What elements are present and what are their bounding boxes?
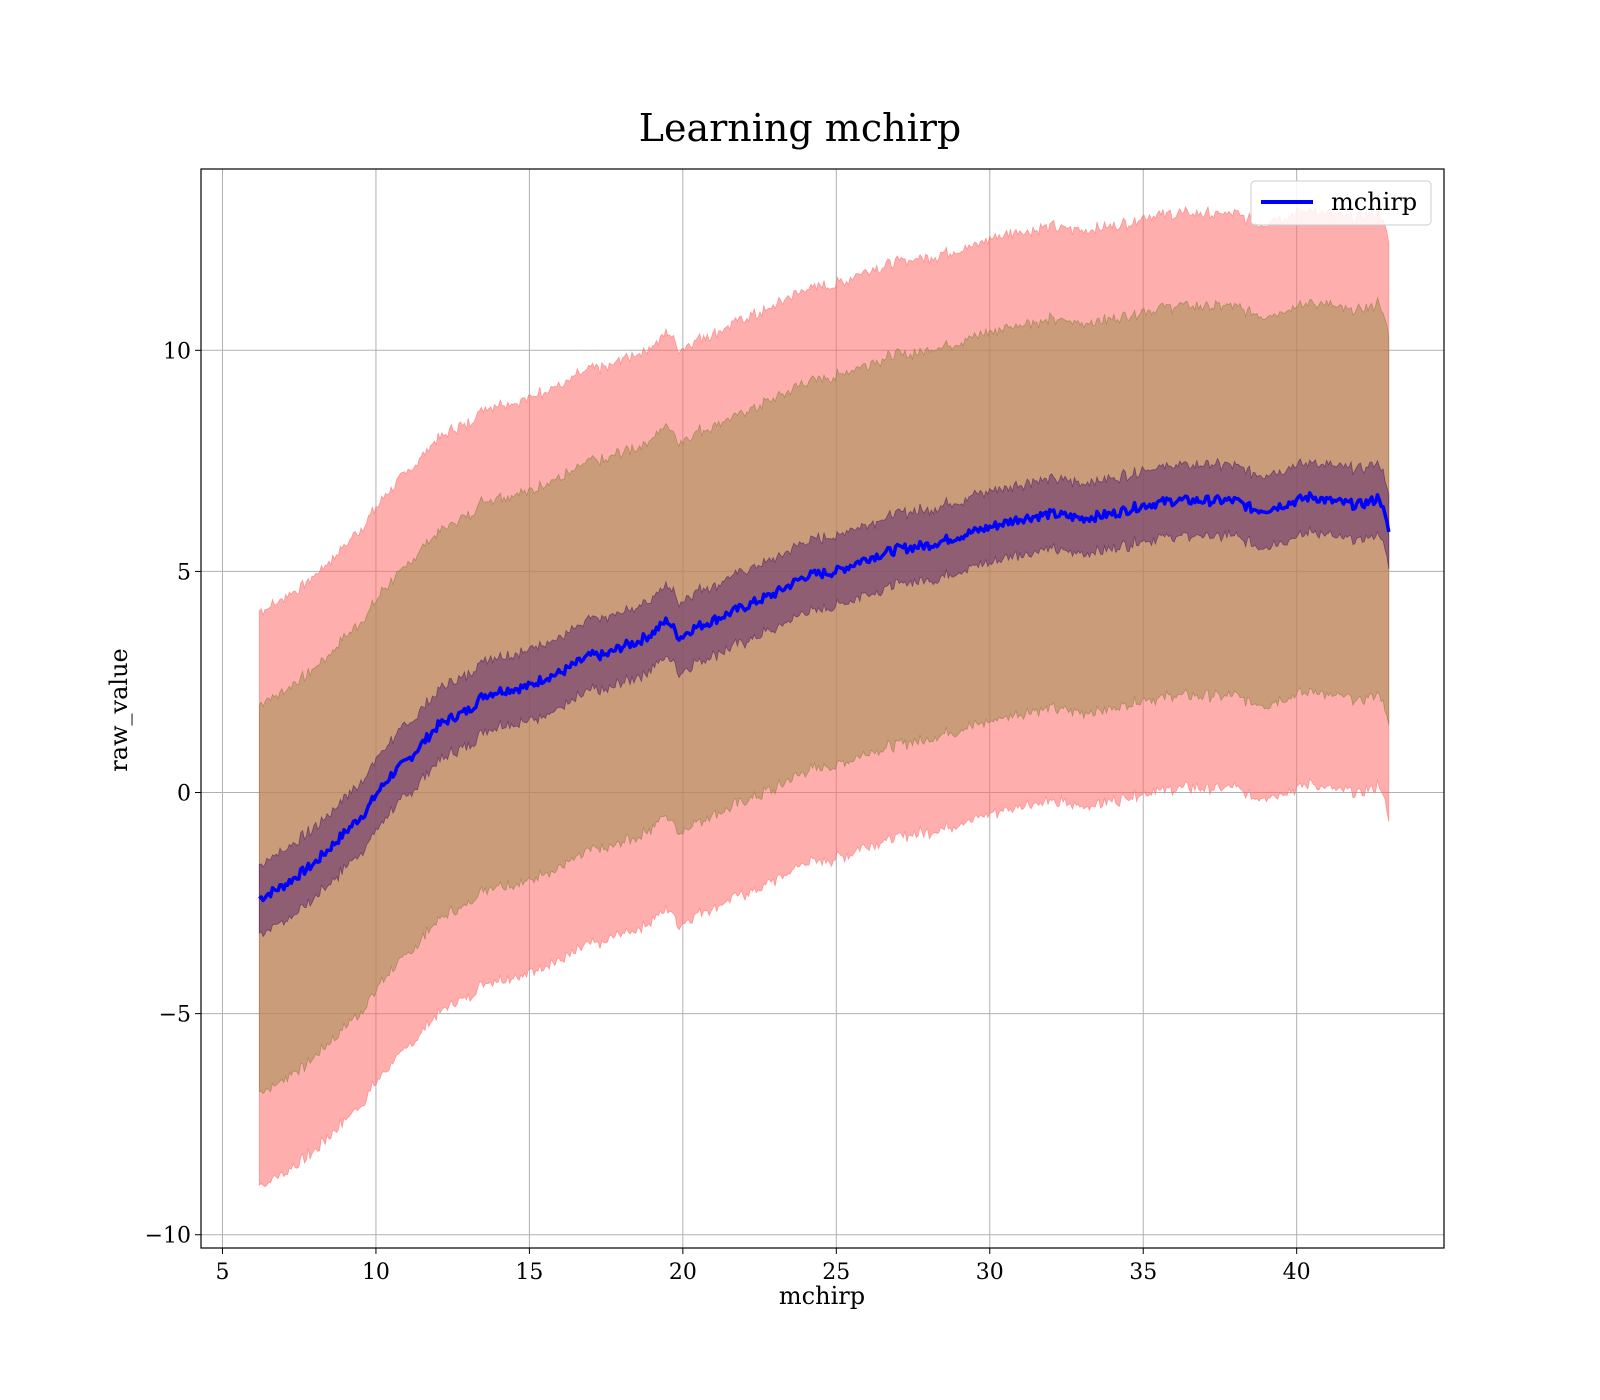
series-lines — [258, 491, 1391, 903]
bands — [258, 205, 1390, 1188]
y-axis-label: raw_value — [105, 648, 133, 772]
x-tick-label-20: 20 — [669, 1260, 697, 1285]
x-tick-label-15: 15 — [515, 1260, 543, 1285]
x-tick-label-5: 5 — [215, 1260, 229, 1285]
y-tick-label-4: 10 — [163, 339, 191, 364]
ticks: 5 10 15 20 25 30 35 40 −10 −5 0 5 10 — [145, 339, 1311, 1285]
x-tick-label-35: 35 — [1129, 1260, 1157, 1285]
legend-label: mchirp — [1331, 188, 1417, 216]
x-axis-label: mchirp — [779, 1282, 865, 1310]
plot-area-frame — [200, 168, 1445, 1249]
x-tick-label-10: 10 — [362, 1260, 390, 1285]
legend: mchirp — [1250, 180, 1432, 226]
legend-box — [1250, 180, 1432, 226]
series-line-mchirp — [258, 491, 1391, 903]
chart-title: Learning mchirp — [639, 106, 961, 150]
x-tick-label-30: 30 — [976, 1260, 1004, 1285]
x-tick-label-25: 25 — [822, 1260, 850, 1285]
x-tick-label-40: 40 — [1283, 1260, 1311, 1285]
y-tick-label-0: −10 — [145, 1224, 191, 1249]
y-tick-label-3: 5 — [177, 560, 191, 585]
y-tick-label-1: −5 — [159, 1003, 191, 1028]
y-tick-label-2: 0 — [177, 782, 191, 807]
